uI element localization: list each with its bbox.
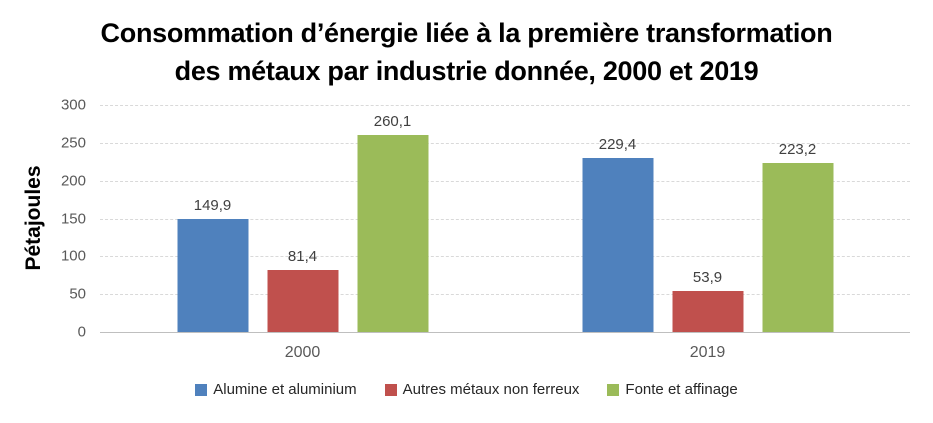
y-tick-label-150: 150 [60,210,86,227]
legend: Alumine et aluminium Autres métaux non fe… [0,381,933,398]
legend-swatch-icon [384,383,397,396]
gridline-100 [100,256,910,258]
y-tick-label-300: 300 [60,96,86,114]
bar-slot-2000-1: 81,4 [267,105,338,332]
gridline-300 [100,105,910,106]
y-tick-label-250: 250 [60,134,86,152]
legend-item-1: Autres métaux non ferreux [384,381,580,398]
y-tick-label-0: 0 [77,323,86,341]
x-axis-tick-labels: 2000 2019 [100,344,910,364]
bar-group-2019: 229,4 53,9 223,2 [582,105,833,332]
bar-value-label: 149,9 [193,196,232,214]
bar-fonte-et-affinage [762,163,833,332]
legend-swatch-icon [195,383,208,396]
bar-slot-2019-1: 53,9 [672,105,743,332]
legend-item-2: Fonte et affinage [607,381,738,398]
bar-value-label: 53,9 [692,269,723,287]
bar-value-label: 223,2 [778,141,817,159]
bar-value-label: 229,4 [598,136,637,154]
bar-value-label: 81,4 [287,248,318,266]
bar-slot-2019-2: 223,2 [762,105,833,332]
y-tick-label-50: 50 [69,285,86,303]
gridline-200 [100,180,910,182]
legend-label: Alumine et aluminium [213,381,357,398]
bar-slot-2000-0: 149,9 [177,105,248,332]
y-axis-tick-labels: 300 250 200 150 100 50 0 [0,97,86,341]
bar-autres-m-taux-non-ferreux [672,291,743,332]
bar-alumine-et-aluminium [177,218,248,332]
chart-title-line-2: des métaux par industrie donnée, 2000 et… [174,56,759,86]
legend-swatch-icon [607,383,620,396]
bar-fonte-et-affinage [357,135,428,332]
gridline-150 [100,218,910,220]
bar-slot-2019-0: 229,4 [582,105,653,332]
chart-title: Consommation d’énergie liée à la premièr… [0,14,933,90]
legend-label: Fonte et affinage [625,381,738,398]
bar-value-label: 260,1 [373,113,412,131]
gridline-50 [100,294,910,296]
y-tick-label-200: 200 [60,172,86,190]
legend-label: Autres métaux non ferreux [402,381,580,398]
bar-alumine-et-aluminium [582,158,653,332]
gridline-250 [100,142,910,144]
legend-item-0: Alumine et aluminium [195,381,357,398]
plot-area: 149,9 81,4 260,1 229,4 53,9 223,2 [100,105,910,333]
bar-slot-2000-2: 260,1 [357,105,428,332]
x-tick-label-2019: 2019 [689,344,726,361]
bar-group-2000: 149,9 81,4 260,1 [177,105,428,332]
x-tick-label-2000: 2000 [284,344,321,361]
chart-title-line-1: Consommation d’énergie liée à la premièr… [100,18,833,48]
bar-autres-m-taux-non-ferreux [267,270,338,332]
y-tick-label-100: 100 [60,247,86,265]
